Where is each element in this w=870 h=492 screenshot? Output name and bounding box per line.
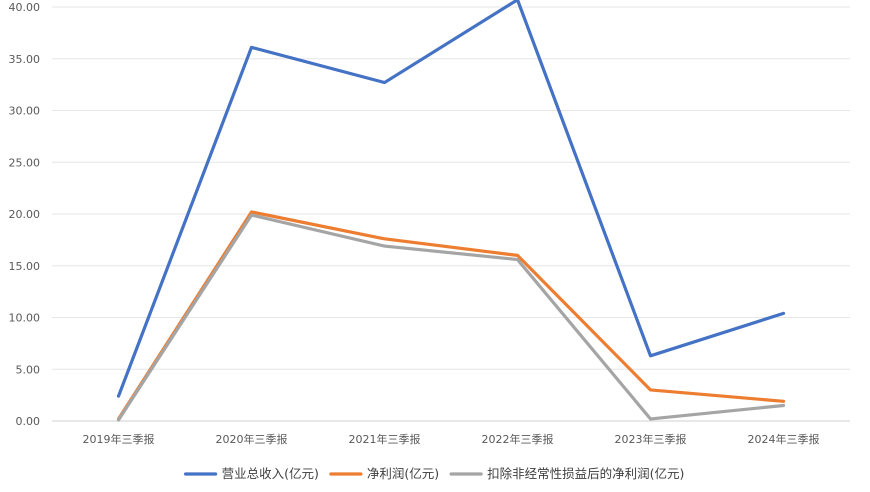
y-tick-label: 10.00 xyxy=(9,312,41,325)
legend-label-1: 营业总收入(亿元) xyxy=(222,466,319,481)
series-line-1 xyxy=(116,0,786,398)
x-tick-label: 2024年三季报 xyxy=(748,432,820,446)
series-line-3 xyxy=(116,213,786,422)
y-tick-label: 40.00 xyxy=(9,1,41,14)
series-lines xyxy=(116,0,786,422)
x-tick-label: 2020年三季报 xyxy=(216,432,288,446)
x-axis-ticks: 2019年三季报 2020年三季报 2021年三季报 2022年三季报 2023年三季报… xyxy=(83,432,820,446)
y-tick-label: 25.00 xyxy=(9,156,41,169)
x-tick-label: 2022年三季报 xyxy=(482,432,554,446)
y-tick-label: 0.00 xyxy=(16,415,41,428)
y-axis-ticks: 0.00 5.00 10.00 15.00 20.00 25.00 30.00 35.00 40… xyxy=(9,1,41,428)
y-tick-label: 15.00 xyxy=(9,260,41,273)
y-tick-label: 20.00 xyxy=(9,208,41,221)
y-tick-label: 35.00 xyxy=(9,53,41,66)
gridlines xyxy=(52,6,850,422)
series-line-2 xyxy=(116,210,786,421)
x-tick-label: 2021年三季报 xyxy=(349,432,421,446)
legend-label-3: 扣除非经常性损益后的净利润(亿元) xyxy=(487,466,684,481)
y-tick-label: 30.00 xyxy=(9,105,41,118)
x-tick-label: 2019年三季报 xyxy=(83,432,155,446)
y-tick-label: 5.00 xyxy=(16,363,41,376)
legend: 营业总收入(亿元) 净利润(亿元) 扣除非经常性损益后的净利润(亿元) xyxy=(184,466,684,481)
x-tick-label: 2023年三季报 xyxy=(615,432,687,446)
legend-label-2: 净利润(亿元) xyxy=(367,466,439,481)
